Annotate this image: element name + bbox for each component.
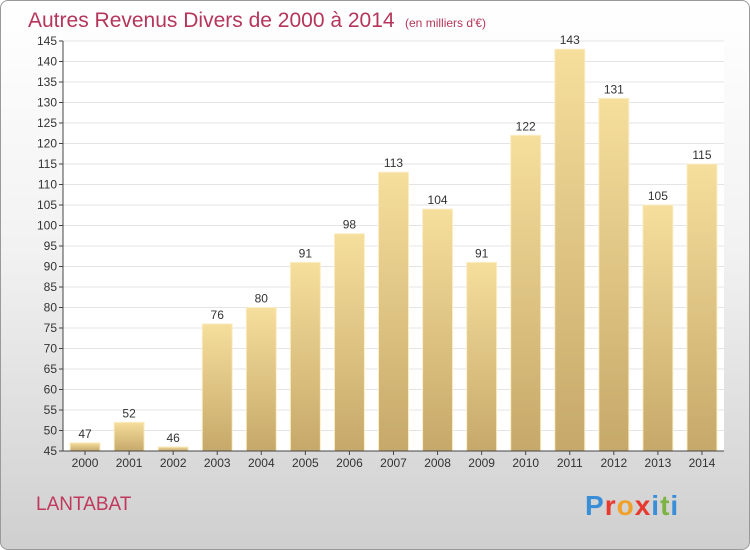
bar-2006	[333, 233, 365, 452]
y-tick-label: 95	[44, 239, 58, 253]
y-tick-label: 65	[44, 362, 58, 376]
proxiti-logo: Proxiti	[585, 490, 680, 521]
bar-2008	[422, 208, 454, 452]
x-tick-label: 2002	[160, 456, 187, 470]
y-tick-label: 110	[38, 178, 57, 192]
bar-2010	[510, 134, 542, 452]
y-tick-label: 70	[44, 342, 58, 356]
bar-2007	[378, 171, 409, 452]
data-label: 98	[343, 218, 357, 232]
x-tick-label: 2006	[336, 456, 363, 470]
data-label: 122	[516, 119, 536, 133]
y-tick-label: 50	[44, 424, 58, 438]
data-label: 80	[255, 292, 269, 306]
bar-2002	[157, 446, 189, 452]
bar-2004	[245, 307, 277, 452]
x-tick-label: 2013	[645, 456, 672, 470]
bar-2014	[686, 163, 718, 452]
y-tick-label: 90	[44, 260, 58, 274]
data-label: 47	[78, 427, 92, 441]
data-label: 46	[166, 431, 180, 445]
data-label: 91	[475, 246, 489, 260]
data-label: 91	[299, 246, 313, 260]
x-tick-label: 2008	[424, 456, 451, 470]
y-tick-label: 45	[44, 444, 58, 458]
y-tick-label: 105	[37, 198, 57, 212]
y-tick-label: 100	[37, 219, 57, 233]
x-axis: 2000 2001 2002 2003 2004 2005 2006 2007 2008 2009…	[63, 450, 724, 470]
data-label: 131	[604, 82, 624, 96]
data-label: 113	[384, 156, 403, 170]
y-axis: 45 50 55 60 65 70 75 80 85 90 95 100 105 110 115 120 125…	[37, 34, 64, 458]
y-tick-label: 130	[37, 96, 57, 110]
data-label: 104	[428, 193, 448, 207]
data-label: 76	[211, 308, 225, 322]
y-tick-label: 75	[44, 321, 58, 335]
y-tick-label: 55	[44, 403, 58, 417]
bar-2001	[113, 421, 145, 452]
x-tick-label: 2014	[689, 456, 716, 470]
bar-2013	[642, 204, 674, 452]
bar-2003	[201, 323, 233, 452]
x-tick-label: 2005	[292, 456, 319, 470]
data-labels: 47 52 46 76 80 91 98 113 104 91 122 143 131 105 115	[78, 33, 711, 445]
x-tick-label: 2000	[72, 456, 99, 470]
y-tick-label: 135	[37, 75, 57, 89]
bar-2009	[466, 261, 498, 452]
chart-unit: (en milliers d'€)	[405, 16, 486, 30]
chart-title: Autres Revenus Divers de 2000 à 2014	[28, 9, 395, 32]
data-label: 52	[122, 406, 136, 420]
y-tick-label: 115	[38, 157, 57, 171]
bar-2000	[69, 442, 101, 452]
bar-2012	[598, 97, 630, 452]
bar-2005	[289, 261, 321, 452]
y-tick-label: 60	[44, 383, 58, 397]
chart-title-block: Autres Revenus Divers de 2000 à 2014 (en…	[28, 9, 486, 33]
y-tick-label: 145	[37, 34, 57, 48]
x-tick-label: 2011	[557, 456, 583, 470]
x-tick-label: 2001	[116, 456, 143, 470]
data-label: 115	[692, 148, 711, 162]
data-label: 143	[560, 33, 580, 47]
y-tick-label: 120	[37, 137, 57, 151]
bars	[69, 48, 718, 452]
x-tick-label: 2010	[512, 456, 539, 470]
y-tick-label: 85	[44, 280, 58, 294]
commune-name: LANTABAT	[36, 494, 132, 515]
bar-2011	[554, 48, 586, 452]
x-tick-label: 2003	[204, 456, 231, 470]
x-tick-label: 2012	[600, 456, 627, 470]
y-tick-label: 125	[37, 116, 57, 130]
x-tick-label: 2007	[380, 456, 407, 470]
y-tick-label: 140	[37, 55, 57, 69]
y-tick-label: 80	[44, 301, 58, 315]
x-tick-label: 2009	[468, 456, 495, 470]
data-label: 105	[648, 189, 668, 203]
x-tick-label: 2004	[248, 456, 275, 470]
